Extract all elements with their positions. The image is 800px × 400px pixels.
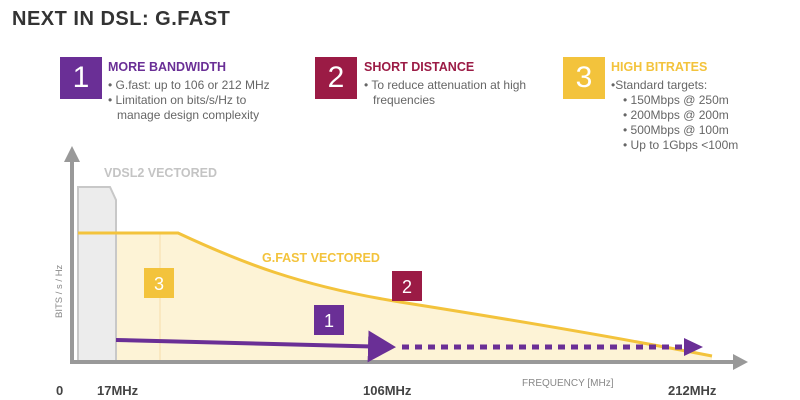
feature-3-item: •Standard targets: — [611, 78, 708, 92]
x-axis-arrow-icon — [733, 354, 748, 370]
feature-3-number-badge: 3 — [563, 57, 605, 99]
marker-1-box — [314, 305, 344, 335]
vdsl-label: VDSL2 VECTORED — [104, 166, 217, 180]
feature-3-item: • 500Mbps @ 100m — [623, 123, 729, 137]
gfast-curve — [78, 231, 713, 358]
marker-3-box — [144, 268, 174, 298]
feature-3-item: • 200Mbps @ 200m — [623, 108, 729, 122]
feature-2-number-badge: 2 — [315, 57, 357, 99]
feature-1-item: manage design complexity — [117, 108, 260, 122]
feature-3-item: • Up to 1Gbps <100m — [623, 138, 739, 152]
marker-2-box — [392, 271, 422, 301]
feature-3-list: •Standard targets: • 150Mbps @ 250m • 20… — [611, 78, 738, 153]
page-title: NEXT IN DSL: G.FAST — [12, 8, 231, 30]
y-axis-arrow-icon — [64, 146, 80, 162]
bandwidth-arrow-head-icon — [684, 338, 703, 356]
y-axis-label: BITS / s / Hz — [54, 264, 65, 318]
feature-2-item: frequencies — [373, 93, 436, 107]
gfast-area — [78, 233, 712, 362]
feature-3-item: • 150Mbps @ 250m — [623, 93, 729, 107]
feature-2-list: • To reduce attenuation at high frequenc… — [364, 78, 526, 108]
bandwidth-arrow-solid — [115, 330, 396, 363]
feature-3-heading: HIGH BITRATES — [611, 60, 708, 74]
vdsl-area — [77, 186, 117, 363]
marker-1-label: 1 — [324, 311, 334, 331]
feature-2-item: • To reduce attenuation at high — [364, 78, 527, 92]
feature-2-heading: SHORT DISTANCE — [364, 60, 475, 74]
gfast-label: G.FAST VECTORED — [262, 251, 380, 265]
feature-1-number-badge: 1 — [60, 57, 102, 99]
marker-3-label: 3 — [154, 274, 164, 294]
feature-1-heading: MORE BANDWIDTH — [108, 60, 227, 74]
tick-label-17mhz: 17MHz — [97, 383, 139, 398]
feature-1-item: • G.fast: up to 106 or 212 MHz — [108, 78, 270, 92]
feature-1-list: • G.fast: up to 106 or 212 MHz • Limitat… — [108, 78, 270, 123]
x-axis-label: FREQUENCY [MHz] — [522, 378, 614, 389]
feature-1-item: • Limitation on bits/s/Hz to — [108, 93, 247, 107]
tick-label-212mhz: 212MHz — [668, 383, 717, 398]
marker-2-label: 2 — [402, 277, 412, 297]
tick-label-0: 0 — [56, 383, 63, 398]
tick-label-106mhz: 106MHz — [363, 383, 412, 398]
